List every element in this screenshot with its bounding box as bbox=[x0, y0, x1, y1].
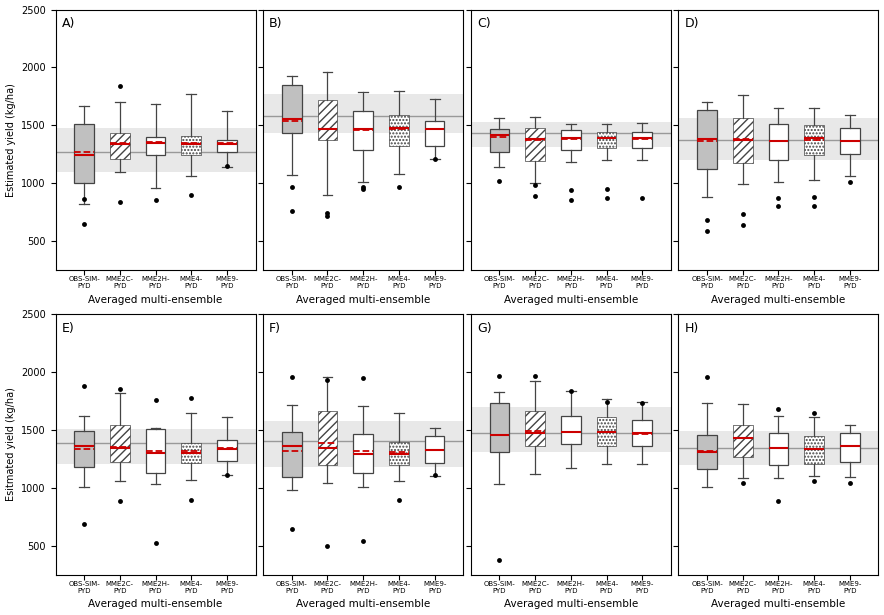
PathPatch shape bbox=[354, 434, 373, 473]
PathPatch shape bbox=[490, 403, 509, 452]
PathPatch shape bbox=[74, 431, 94, 467]
PathPatch shape bbox=[354, 111, 373, 149]
PathPatch shape bbox=[74, 124, 94, 183]
X-axis label: Averaged multi-ensemble: Averaged multi-ensemble bbox=[504, 600, 638, 609]
PathPatch shape bbox=[425, 121, 445, 146]
PathPatch shape bbox=[282, 85, 301, 133]
PathPatch shape bbox=[561, 130, 581, 149]
X-axis label: Averaged multi-ensemble: Averaged multi-ensemble bbox=[88, 600, 223, 609]
PathPatch shape bbox=[490, 129, 509, 152]
PathPatch shape bbox=[840, 127, 860, 154]
Y-axis label: Estimated yield (kg/ha): Estimated yield (kg/ha) bbox=[5, 83, 16, 197]
Bar bbox=[263, 421, 463, 467]
PathPatch shape bbox=[181, 136, 201, 156]
PathPatch shape bbox=[733, 118, 752, 164]
PathPatch shape bbox=[389, 115, 408, 146]
PathPatch shape bbox=[282, 432, 301, 477]
Y-axis label: Esitmated yield (kg/ha): Esitmated yield (kg/ha) bbox=[5, 387, 16, 501]
Text: H): H) bbox=[684, 322, 698, 335]
Bar bbox=[56, 127, 255, 172]
PathPatch shape bbox=[317, 411, 338, 465]
X-axis label: Averaged multi-ensemble: Averaged multi-ensemble bbox=[296, 600, 431, 609]
PathPatch shape bbox=[597, 132, 616, 148]
Bar bbox=[678, 431, 879, 466]
PathPatch shape bbox=[425, 437, 445, 463]
PathPatch shape bbox=[561, 416, 581, 445]
X-axis label: Averaged multi-ensemble: Averaged multi-ensemble bbox=[712, 295, 846, 304]
PathPatch shape bbox=[697, 110, 717, 169]
X-axis label: Averaged multi-ensemble: Averaged multi-ensemble bbox=[504, 295, 638, 304]
PathPatch shape bbox=[733, 425, 752, 457]
Text: F): F) bbox=[270, 322, 281, 335]
X-axis label: Averaged multi-ensemble: Averaged multi-ensemble bbox=[712, 600, 846, 609]
PathPatch shape bbox=[632, 419, 652, 446]
X-axis label: Averaged multi-ensemble: Averaged multi-ensemble bbox=[296, 295, 431, 304]
PathPatch shape bbox=[146, 137, 165, 156]
PathPatch shape bbox=[768, 124, 789, 160]
Bar bbox=[56, 429, 255, 464]
PathPatch shape bbox=[146, 429, 165, 474]
PathPatch shape bbox=[317, 100, 338, 140]
PathPatch shape bbox=[804, 125, 824, 156]
Text: E): E) bbox=[62, 322, 74, 335]
PathPatch shape bbox=[110, 426, 130, 462]
Text: G): G) bbox=[476, 322, 492, 335]
PathPatch shape bbox=[597, 417, 616, 446]
PathPatch shape bbox=[804, 437, 824, 464]
PathPatch shape bbox=[697, 435, 717, 469]
PathPatch shape bbox=[632, 132, 652, 148]
Text: C): C) bbox=[476, 17, 491, 30]
Bar bbox=[678, 118, 879, 160]
PathPatch shape bbox=[389, 442, 408, 466]
Text: B): B) bbox=[270, 17, 283, 30]
Bar bbox=[263, 94, 463, 133]
PathPatch shape bbox=[110, 133, 130, 159]
PathPatch shape bbox=[217, 140, 237, 152]
PathPatch shape bbox=[525, 411, 545, 446]
PathPatch shape bbox=[840, 433, 860, 462]
Bar bbox=[471, 407, 671, 452]
PathPatch shape bbox=[217, 440, 237, 461]
Bar bbox=[471, 122, 671, 147]
PathPatch shape bbox=[181, 443, 201, 463]
PathPatch shape bbox=[768, 433, 789, 466]
Text: A): A) bbox=[62, 17, 75, 30]
Text: D): D) bbox=[684, 17, 699, 30]
PathPatch shape bbox=[525, 127, 545, 161]
X-axis label: Averaged multi-ensemble: Averaged multi-ensemble bbox=[88, 295, 223, 304]
